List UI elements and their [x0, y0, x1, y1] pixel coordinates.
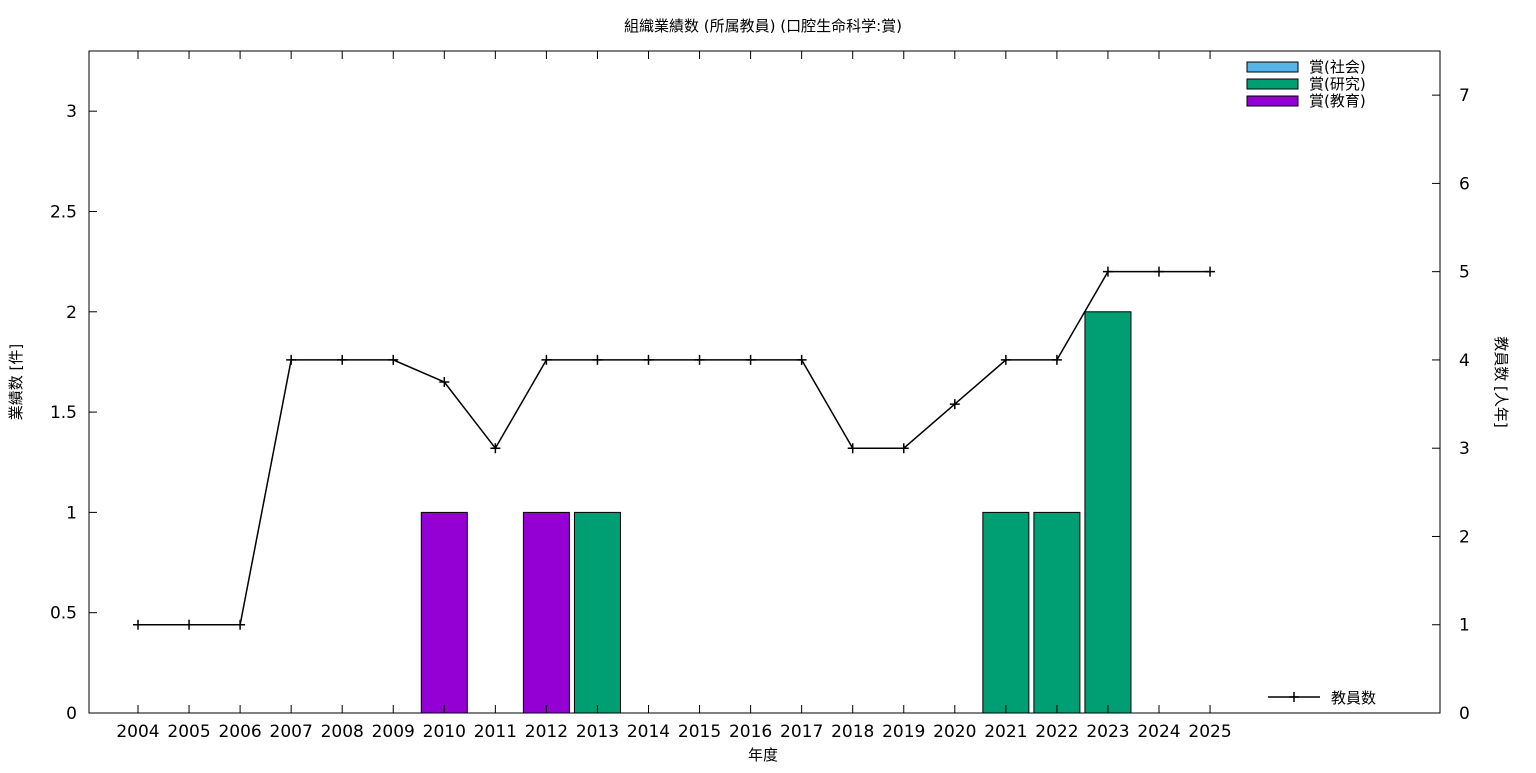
legend-swatch-1 [1246, 78, 1299, 90]
line-point-2014 [643, 354, 654, 365]
x-tick-label: 2015 [678, 722, 721, 742]
x-tick-label: 2011 [474, 722, 517, 742]
line-point-2019 [898, 443, 909, 454]
y2-tick-label: 1 [1459, 616, 1470, 636]
y-tick-label: 2 [66, 303, 77, 323]
x-tick-label: 2020 [933, 722, 976, 742]
y2-tick-label: 6 [1459, 174, 1470, 194]
line-point-2010 [439, 377, 450, 387]
y-tick-label: 3 [66, 102, 77, 122]
line-point-2011 [490, 443, 501, 454]
x-tick-label: 2016 [729, 722, 772, 742]
legend: 賞(社会)賞(研究)賞(教育) 教員数 [1246, 58, 1376, 707]
legend-label-1: 賞(研究) [1309, 75, 1366, 93]
line-point-2018 [847, 443, 858, 454]
line-point-2021 [1000, 354, 1011, 365]
line-point-2008 [337, 354, 348, 365]
x-tick-label: 2004 [116, 722, 159, 742]
bar-1-2022 [1033, 511, 1081, 714]
y-tick-label: 0 [66, 704, 77, 724]
y-axis-title: 業績数 [件] [7, 344, 25, 420]
line-point-2022 [1051, 354, 1062, 365]
line-point-2005 [184, 619, 195, 630]
line-point-2009 [388, 354, 399, 365]
line-point-2017 [796, 354, 807, 365]
y-tick-label: 2.5 [50, 202, 77, 222]
legend-line-marker [1289, 692, 1299, 702]
line-point-2012 [541, 354, 552, 365]
line-series-group [133, 266, 1216, 630]
line-point-2015 [694, 354, 705, 365]
y2-tick-label: 4 [1459, 351, 1470, 371]
x-tick-label: 2025 [1188, 722, 1231, 742]
y2-tick-label: 7 [1459, 86, 1470, 106]
x-tick-label: 2009 [372, 722, 415, 742]
legend-swatch-0 [1246, 61, 1299, 73]
y-tick-label: 0.5 [50, 604, 77, 624]
x-tick-label: 2006 [218, 722, 261, 742]
bar-2-2012 [522, 511, 570, 714]
line-point-2006 [235, 619, 246, 630]
line-point-2023 [1102, 266, 1113, 277]
x-tick-label: 2017 [780, 722, 823, 742]
line-point-2020 [949, 399, 960, 410]
legend-swatch-2 [1246, 95, 1299, 107]
x-tick-label: 2021 [984, 722, 1027, 742]
bar-2-2010 [420, 511, 468, 714]
chart-title: 組織業績数 (所属教員) (口腔生命科学:賞) [624, 17, 902, 35]
x-tick-label: 2019 [882, 722, 925, 742]
y-tick-label: 1 [66, 503, 77, 523]
y2-tick-label: 3 [1459, 439, 1470, 459]
bars-group [420, 311, 1132, 714]
line-point-2004 [133, 619, 143, 630]
x-tick-label: 2022 [1035, 722, 1078, 742]
y-tick-label: 1.5 [50, 403, 77, 423]
plot-frame [88, 50, 1441, 714]
bar-1-2023 [1084, 311, 1132, 714]
x-tick-label: 2024 [1137, 722, 1180, 742]
bar-1-2013 [573, 511, 621, 714]
x-tick-label: 2007 [270, 722, 313, 742]
line-teachers [138, 270, 1211, 626]
legend-line-label: 教員数 [1331, 689, 1376, 707]
line-point-2024 [1154, 266, 1164, 277]
axes-group: 0 0.5 1 1.5 2 2.5 3 0 1 2 3 4 5 6 7 2004 2005 2006 2007 200… [50, 50, 1470, 742]
x-tick-label: 2014 [627, 722, 670, 742]
legend-label-2: 賞(教育) [1309, 92, 1366, 110]
x-axis-title: 年度 [748, 746, 778, 764]
x-tick-label: 2012 [525, 722, 568, 742]
x-tick-label: 2008 [321, 722, 364, 742]
bar-1-2021 [982, 511, 1030, 714]
x-tick-label: 2013 [576, 722, 619, 742]
y2-tick-label: 0 [1459, 704, 1470, 724]
line-point-2016 [745, 354, 756, 365]
legend-label-0: 賞(社会) [1309, 58, 1366, 76]
x-tick-label: 2005 [167, 722, 210, 742]
x-tick-label: 2010 [423, 722, 466, 742]
y2-tick-label: 5 [1459, 263, 1470, 283]
x-tick-label: 2023 [1086, 722, 1129, 742]
line-point-2013 [592, 354, 603, 365]
y2-tick-label: 2 [1459, 527, 1470, 547]
y2-axis-title: 教員数 [人年] [1492, 336, 1510, 427]
x-tick-label: 2018 [831, 722, 874, 742]
line-point-2007 [286, 354, 297, 365]
line-point-2025 [1205, 266, 1216, 277]
